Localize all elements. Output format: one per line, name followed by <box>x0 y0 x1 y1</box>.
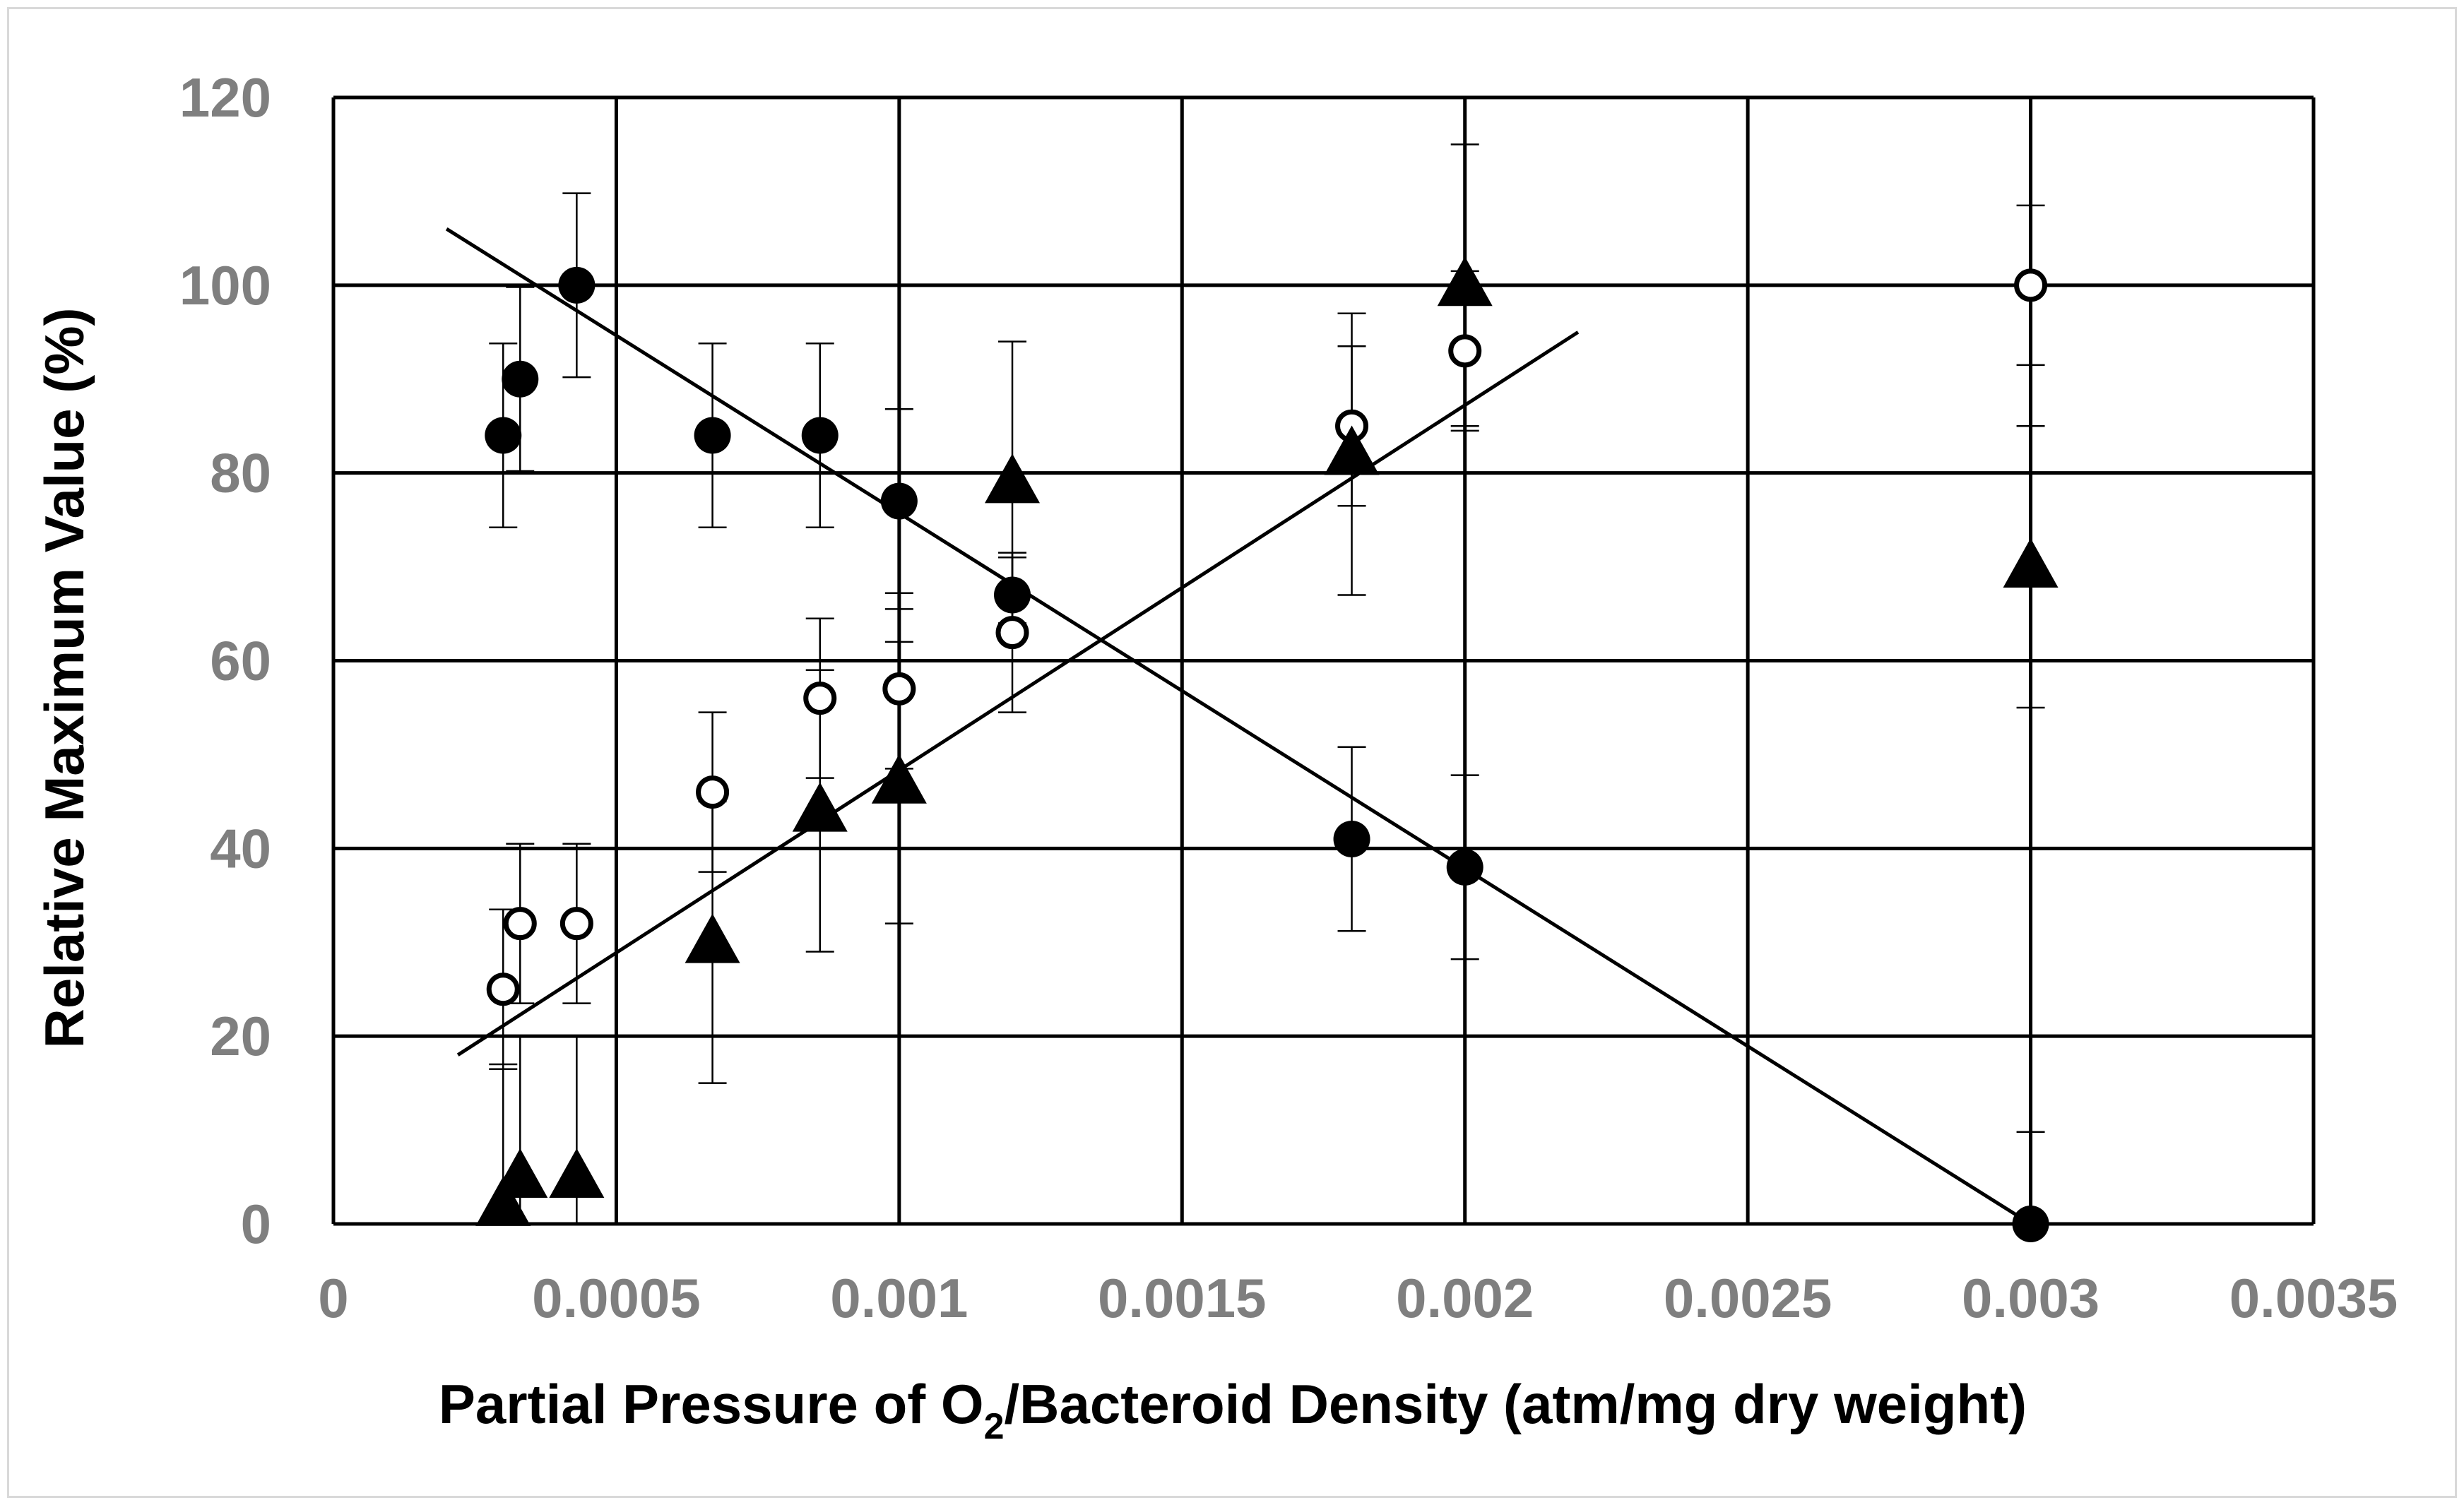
filled-circle-marker <box>558 266 596 304</box>
open-circle-marker <box>882 672 916 706</box>
x-axis-title-main: Partial Pressure of O <box>439 1373 984 1435</box>
x-tick-label: 0.0005 <box>532 1267 701 1329</box>
x-tick-label: 0.003 <box>1962 1267 2099 1329</box>
x-tick-label: 0.0025 <box>1664 1267 1832 1329</box>
y-tick-label: 20 <box>210 1005 271 1067</box>
x-axis-title: Partial Pressure of O2/Bacteroid Density… <box>439 1373 2027 1447</box>
y-tick-labels: 0 20 40 60 80 100 120 <box>179 66 271 1255</box>
open-circle-marker <box>559 907 593 941</box>
y-tick-label: 100 <box>179 254 271 316</box>
x-axis-title-rest: /Bacteroid Density (atm/mg dry weight) <box>1005 1373 2027 1435</box>
open-circle-marker <box>503 907 537 941</box>
open-circle-marker <box>803 682 837 715</box>
triangle-marker <box>475 1176 531 1226</box>
x-tick-label: 0.001 <box>830 1267 968 1329</box>
decreasing-trendline <box>445 227 2032 1226</box>
filled-circle-marker <box>1333 821 1370 858</box>
triangle-marker <box>871 754 927 804</box>
data-markers <box>475 256 2059 1242</box>
filled-circle-marker <box>801 417 839 454</box>
triangle-marker <box>492 1148 548 1198</box>
grid <box>331 95 2316 1226</box>
open-circle-marker <box>696 775 730 809</box>
x-tick-label: 0 <box>318 1267 348 1329</box>
y-axis-title: Relative Maximum Value (%) <box>33 307 95 1048</box>
filled-circle-marker <box>694 417 731 454</box>
x-tick-label: 0.002 <box>1396 1267 1534 1329</box>
open-circle-marker <box>486 972 520 1006</box>
y-tick-label: 40 <box>210 817 271 879</box>
filled-circle-marker <box>485 417 522 454</box>
filled-circle-marker <box>2012 1206 2049 1242</box>
filled-circle-marker <box>502 360 539 398</box>
x-tick-label: 0.0015 <box>1098 1267 1267 1329</box>
filled-circle-marker <box>1446 848 1483 886</box>
y-tick-label: 120 <box>179 66 271 129</box>
open-circle-marker <box>2014 268 2048 302</box>
x-axis-title-subscript: 2 <box>984 1406 1005 1447</box>
y-tick-label: 80 <box>210 442 271 504</box>
y-tick-label: 60 <box>210 630 271 692</box>
y-tick-label: 0 <box>241 1193 271 1255</box>
open-circle-marker <box>995 616 1029 650</box>
triangle-marker <box>685 913 740 963</box>
trendlines <box>445 227 2032 1226</box>
filled-circle-marker <box>880 482 918 520</box>
triangle-marker <box>792 782 848 832</box>
x-tick-labels: 0 0.0005 0.001 0.0015 0.002 0.0025 0.003 0.0035 <box>318 1267 2398 1329</box>
triangle-marker <box>1437 256 1493 307</box>
x-tick-label: 0.0035 <box>2229 1267 2398 1329</box>
increasing-trendline <box>456 331 1580 1057</box>
filled-circle-marker <box>994 576 1031 614</box>
open-circle-marker <box>1448 334 1482 368</box>
triangle-marker <box>2003 537 2059 588</box>
triangle-marker <box>1324 425 1380 475</box>
error-bars <box>489 143 2045 1224</box>
chart-frame <box>7 7 2457 1498</box>
triangle-marker <box>549 1148 605 1198</box>
triangle-marker <box>985 453 1041 504</box>
